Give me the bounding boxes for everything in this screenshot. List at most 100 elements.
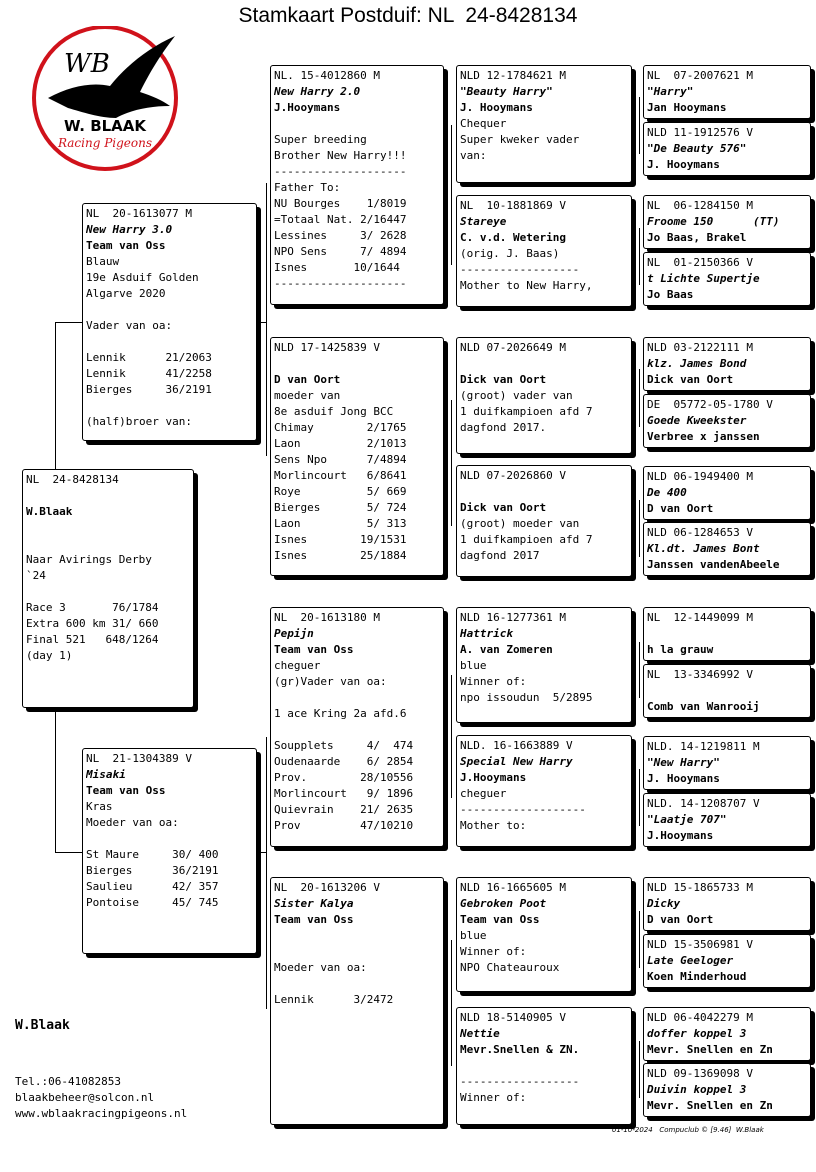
pedigree-line: cheguer (460, 787, 507, 800)
pedigree-line: D van Oort (647, 913, 714, 926)
pedigree-line: Verbree x janssen (647, 430, 760, 443)
connector (55, 322, 82, 323)
bird-icon (48, 36, 175, 118)
pedigree-line: Team van Oss (86, 239, 166, 252)
ring-number: NL 20-1613180 M (274, 611, 380, 624)
pedigree-line (86, 398, 253, 414)
great-great-grandparent-card: NL 13-3346992 V Comb van Wanrooij (643, 664, 811, 718)
pedigree-line: St Maure 30/ 400 (86, 848, 219, 861)
pedigree-line: Vader van oa: (86, 319, 173, 332)
ring-number: NL 24-8428134 (26, 473, 119, 486)
pedigree-line: -------------------- (274, 165, 407, 178)
pedigree-line: Morlincourt 9/ 1896 (274, 787, 414, 800)
pedigree-line: Bierges 5/ 724 (274, 501, 407, 514)
pedigree-line: New Harry 3.0 (86, 223, 173, 236)
pedigree-line: Father To: (274, 181, 341, 194)
pedigree-line: New Harry 2.0 (274, 85, 361, 98)
pedigree-line: Lennik 3/2472 (274, 993, 394, 1006)
pedigree-line: Laon 5/ 313 (274, 517, 407, 530)
pedigree-line: Isnes 19/1531 (274, 533, 407, 546)
ring-number: NL 12-1449099 M (647, 611, 753, 624)
owner-contact: Tel.:06-41082853 blaakbeheer@solcon.nl www… (15, 1074, 187, 1122)
pedigree-line: Moeder van oa: (274, 961, 367, 974)
great-grandparent-card: NLD 12-1784621 M "Beauty Harry" J. Hooyman… (456, 65, 632, 183)
pedigree-line (274, 944, 440, 960)
pedigree-line: blue (460, 929, 487, 942)
pedigree-line: "Beauty Harry" (460, 85, 553, 98)
pedigree-line: A. van Zomeren (460, 643, 553, 656)
pedigree-line: Algarve 2020 (86, 287, 166, 300)
pedigree-line (274, 722, 440, 738)
pedigree-line (26, 488, 190, 504)
great-grandparent-card: NL 10-1881869 V Stareye C. v.d. Wetering (o… (456, 195, 632, 307)
connector (639, 1041, 640, 1098)
pedigree-line: 1 duifkampioen afd 7 (460, 533, 593, 546)
pedigree-line: Soupplets 4/ 474 (274, 739, 414, 752)
great-grandparent-card: NLD 16-1665605 M Gebroken Poot Team van Os… (456, 877, 632, 992)
grandparent-card: NL. 15-4012860 M New Harry 2.0 J.Hooymans S… (270, 65, 444, 305)
pedigree-line: blue (460, 659, 487, 672)
pedigree-line: (groot) vader van (460, 389, 573, 402)
ring-number: NLD 06-4042279 M (647, 1011, 753, 1024)
pedigree-line: Comb van Wanrooij (647, 700, 760, 713)
ring-number: NLD 17-1425839 V (274, 341, 380, 354)
pedigree-line: "De Beauty 576" (647, 142, 747, 155)
pedigree-line: 1 duifkampioen afd 7 (460, 405, 593, 418)
pedigree-line: Prov. 28/10556 (274, 771, 414, 784)
pedigree-line: Winner of: (460, 945, 527, 958)
pedigree-line: Pepijn (274, 627, 314, 640)
connector (451, 400, 452, 526)
pedigree-line: Chequer (460, 117, 507, 130)
connector (639, 642, 640, 698)
pedigree-line: Bierges 36/2191 (86, 383, 212, 396)
ring-number: NL 21-1304389 V (86, 752, 192, 765)
pedigree-line: Team van Oss (460, 913, 540, 926)
great-great-grandparent-card: NLD 11-1912576 V "De Beauty 576" J. Hooyma… (643, 122, 811, 176)
pedigree-line: J. Hooymans (647, 158, 720, 171)
pedigree-line: Winner of: (460, 675, 527, 688)
ring-number: NLD 16-1277361 M (460, 611, 566, 624)
pedigree-line: Laon 2/1013 (274, 437, 407, 450)
pedigree-line: npo issoudun 5/2895 (460, 691, 593, 704)
pedigree-line: NPO Sens 7/ 4894 (274, 245, 407, 258)
ring-number: NL 20-1613077 M (86, 207, 192, 220)
owner-website[interactable]: www.wblaakracingpigeons.nl (15, 1107, 188, 1120)
ring-number: NLD 06-1284653 V (647, 526, 753, 539)
ring-number: NL 01-2150366 V (647, 256, 753, 269)
pedigree-line: Team van Oss (86, 784, 166, 797)
great-great-grandparent-card: DE 05772-05-1780 V Goede Kweekster Verbree… (643, 394, 811, 448)
ring-number: NLD. 16-1663889 V (460, 739, 573, 752)
pedigree-line (647, 626, 807, 642)
pedigree-line: Naar Avirings Derby (26, 553, 152, 566)
connector (639, 369, 640, 427)
great-great-grandparent-card: NLD. 14-1208707 V "Laatje 707" J.Hooymans (643, 793, 811, 847)
great-great-grandparent-card: NLD 06-4042279 M doffer koppel 3 Mevr. Sne… (643, 1007, 811, 1061)
connector (639, 911, 640, 968)
grandparent-card: NLD 17-1425839 V D van Oort moeder van 8e a… (270, 337, 444, 576)
pedigree-line: Brother New Harry!!! (274, 149, 407, 162)
pedigree-line: Chimay 2/1765 (274, 421, 407, 434)
great-grandparent-card: NLD 07-2026649 M Dick van Oort (groot) vad… (456, 337, 632, 454)
pedigree-line: W.Blaak (26, 505, 73, 518)
pedigree-line: Nettie (460, 1027, 500, 1040)
pedigree-line: Janssen vandenAbeele (647, 558, 780, 571)
connector (266, 183, 267, 456)
grandparent-card: NL 20-1613180 M Pepijn Team van Oss cheguer… (270, 607, 444, 847)
connector (55, 707, 56, 852)
pedigree-line: Late Geeloger (647, 954, 734, 967)
pedigree-line: dagfond 2017 (460, 549, 540, 562)
pedigree-line: "New Harry" (647, 756, 720, 769)
pedigree-line: Special New Harry (460, 755, 573, 768)
connector (639, 769, 640, 826)
pedigree-line (26, 536, 190, 552)
pedigree-line: Morlincourt 6/8641 (274, 469, 407, 482)
pedigree-line: NU Bourges 1/8019 (274, 197, 407, 210)
pedigree-line: J. Hooymans (460, 101, 533, 114)
connector (451, 125, 452, 265)
pedigree-line: moeder van (274, 389, 341, 402)
pedigree-line: Goede Kweekster (647, 414, 747, 427)
pedigree-line (274, 976, 440, 992)
pedigree-line: "Laatje 707" (647, 813, 727, 826)
pedigree-line: Oudenaarde 6/ 2854 (274, 755, 414, 768)
pedigree-line: C. v.d. Wetering (460, 231, 566, 244)
